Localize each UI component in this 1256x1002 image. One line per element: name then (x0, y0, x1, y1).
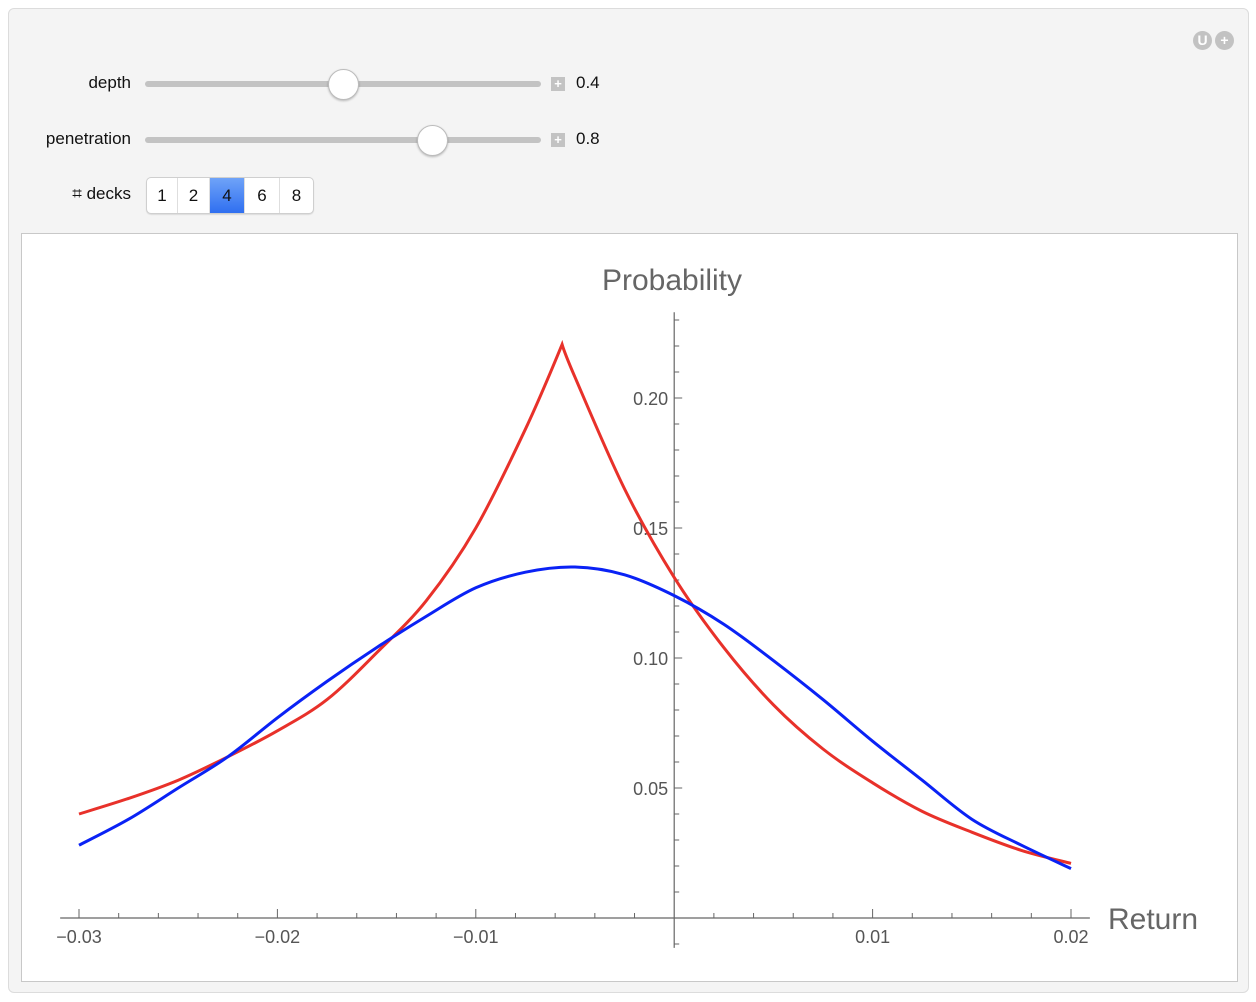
penetration-slider[interactable] (145, 137, 541, 143)
depth-label: depth (88, 73, 131, 92)
x-tick-label: −0.02 (255, 927, 301, 947)
y-tick-label: 0.20 (633, 389, 668, 409)
update-icon[interactable]: U (1193, 31, 1212, 50)
decks-option-6[interactable]: 6 (245, 178, 280, 213)
penetration-slider-thumb[interactable] (417, 125, 449, 156)
y-tick-label: 0.05 (633, 779, 668, 799)
decks-option-1[interactable]: 1 (147, 178, 178, 213)
corner-icons: U + (1193, 31, 1234, 50)
depth-slider-thumb[interactable] (328, 69, 359, 100)
decks-option-2[interactable]: 2 (178, 178, 210, 213)
plus-circle-icon[interactable]: + (1215, 31, 1234, 50)
x-tick-label: 0.02 (1053, 927, 1088, 947)
y-axis-title: Probability (602, 264, 742, 297)
depth-value: 0.4 (576, 73, 600, 92)
red-series-line (78, 339, 1072, 865)
blue-series-line (78, 565, 1072, 870)
x-tick-label: −0.03 (56, 927, 102, 947)
decks-option-4[interactable]: 4 (210, 178, 245, 213)
penetration-value: 0.8 (576, 129, 600, 148)
decks-label: ⌗ decks (72, 184, 131, 203)
plot-area (21, 233, 1238, 982)
decks-option-8[interactable]: 8 (291, 186, 302, 205)
penetration-label: penetration (45, 129, 131, 148)
y-tick-label: 0.10 (633, 649, 668, 669)
x-tick-label: 0.01 (855, 927, 890, 947)
x-tick-label: −0.01 (453, 927, 499, 947)
penetration-expand-plus-icon[interactable]: + (551, 133, 565, 147)
depth-expand-plus-icon[interactable]: + (551, 77, 565, 91)
x-axis-title: Return (1108, 903, 1198, 936)
